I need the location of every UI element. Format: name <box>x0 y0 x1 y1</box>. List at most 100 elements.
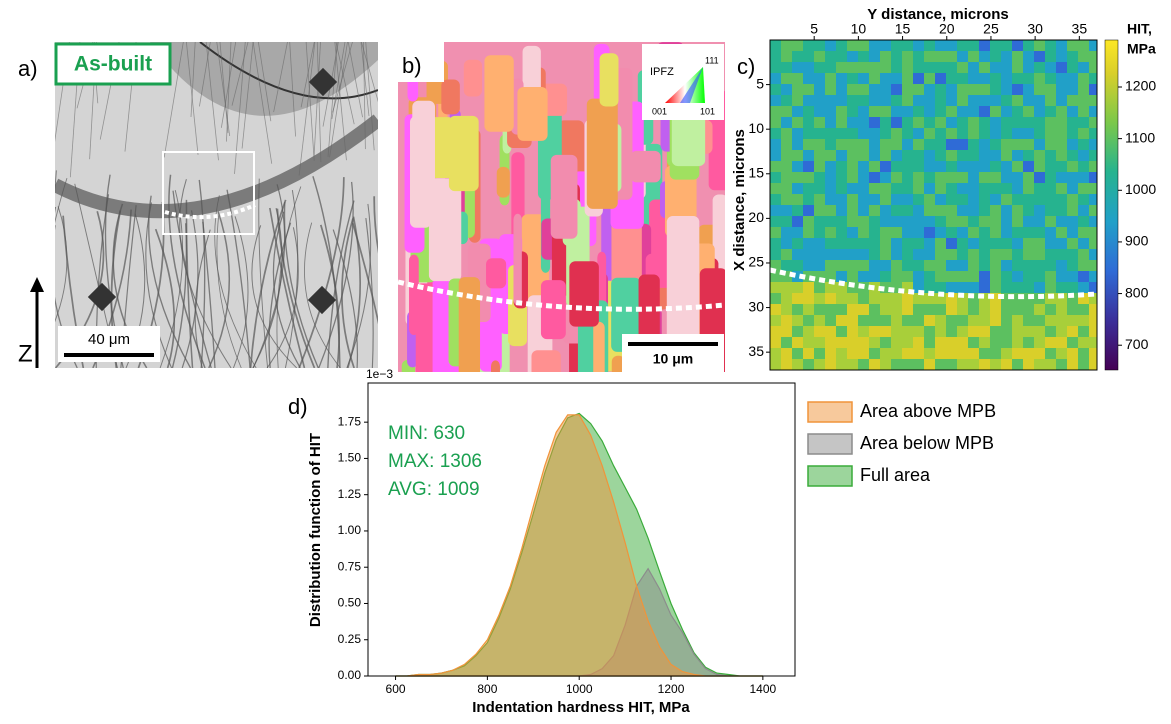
heat-cell <box>814 84 826 96</box>
tag: As-built <box>74 53 152 76</box>
heat-cell <box>814 337 826 349</box>
heat-cell <box>990 62 1002 74</box>
heat-cell <box>1056 249 1068 261</box>
heat-cell <box>1078 271 1090 283</box>
heat-cell <box>880 315 892 327</box>
texture <box>329 42 348 158</box>
texture <box>202 221 216 368</box>
heat-cell <box>1045 128 1057 140</box>
texture <box>208 211 230 368</box>
heat-cell <box>1001 238 1013 250</box>
heat-cell <box>814 304 826 316</box>
heat-cell <box>968 172 980 184</box>
heat-cell <box>902 161 914 173</box>
heat-cell <box>979 238 991 250</box>
heat-cell <box>1067 337 1079 349</box>
heat-cell <box>924 128 936 140</box>
heat-cell <box>1078 282 1090 294</box>
heat-cell <box>924 95 936 107</box>
heat-cell <box>1067 150 1079 162</box>
texture <box>269 207 306 368</box>
heat-cell <box>1045 106 1057 118</box>
heat-cell <box>814 249 826 261</box>
heat-cell <box>1078 161 1090 173</box>
heat-cell <box>1089 205 1097 217</box>
heat-cell <box>913 337 925 349</box>
texture <box>312 176 341 368</box>
heat-cell <box>1023 73 1035 85</box>
heat-cell <box>880 172 892 184</box>
heat-cell <box>858 315 870 327</box>
heat-cell <box>1089 282 1097 294</box>
heat-cell <box>968 326 980 338</box>
heat-cell <box>1012 359 1024 370</box>
heat-cell <box>891 128 903 140</box>
heat-cell <box>957 51 969 63</box>
heat-cell <box>814 128 826 140</box>
heat-cell <box>1023 282 1035 294</box>
grain <box>611 277 641 352</box>
tag-box <box>54 42 172 86</box>
heat-cell <box>1056 40 1068 52</box>
legend-label: Area above MPB <box>860 401 996 421</box>
heat-cell <box>1056 117 1068 129</box>
heat-cell <box>1012 62 1024 74</box>
heat-cell <box>1045 348 1057 360</box>
heat-cell <box>803 293 815 305</box>
heat-cell <box>814 293 826 305</box>
heat-cell <box>1089 216 1097 228</box>
heat-cell <box>803 117 815 129</box>
micrograph-a <box>55 42 378 368</box>
heat-cell <box>814 106 826 118</box>
heat-cell <box>1067 73 1079 85</box>
heat-cell <box>1001 271 1013 283</box>
heat-cell <box>902 106 914 118</box>
heat-cell <box>858 348 870 360</box>
heat-cell <box>880 194 892 206</box>
heat-cell <box>847 293 859 305</box>
heat-cell <box>968 73 980 85</box>
heat-cell <box>1023 139 1035 151</box>
heat-cell <box>770 194 782 206</box>
heat-cell <box>1023 216 1035 228</box>
heat-cell <box>957 128 969 140</box>
heat-cell <box>1067 359 1079 370</box>
grain <box>429 117 455 179</box>
heat-cell <box>858 117 870 129</box>
heat-cell <box>1023 128 1035 140</box>
heat-cell <box>825 282 837 294</box>
heat-cell <box>847 271 859 283</box>
heat-cell <box>1023 238 1035 250</box>
heat-cell <box>792 315 804 327</box>
heat-cell <box>1056 161 1068 173</box>
heat-cell <box>1012 139 1024 151</box>
heat-cell <box>1023 40 1035 52</box>
x-tick-label: 10 <box>851 21 867 37</box>
heat-cell <box>847 183 859 195</box>
heat-cell <box>781 161 793 173</box>
heat-cell <box>1067 51 1079 63</box>
heat-cell <box>968 227 980 239</box>
heat-cell <box>1056 106 1068 118</box>
heat-cell <box>781 315 793 327</box>
heat-cell <box>869 172 881 184</box>
heat-cell <box>1089 227 1097 239</box>
heat-cell <box>858 161 870 173</box>
texture <box>258 178 269 368</box>
heat-cell <box>1056 271 1068 283</box>
heat-cell <box>1089 348 1097 360</box>
heat-cell <box>990 84 1002 96</box>
y-axis-title: Distribution function of HIT <box>307 433 324 627</box>
heat-cell <box>1078 62 1090 74</box>
heat-cell <box>825 326 837 338</box>
heat-cell <box>825 227 837 239</box>
heat-cell <box>1078 249 1090 261</box>
heat-cell <box>792 348 804 360</box>
heat-cell <box>847 106 859 118</box>
heat-cell <box>803 238 815 250</box>
heat-cell <box>1045 315 1057 327</box>
heat-cell <box>792 128 804 140</box>
heat-cell <box>825 348 837 360</box>
heat-cell <box>792 216 804 228</box>
heat-cell <box>869 304 881 316</box>
